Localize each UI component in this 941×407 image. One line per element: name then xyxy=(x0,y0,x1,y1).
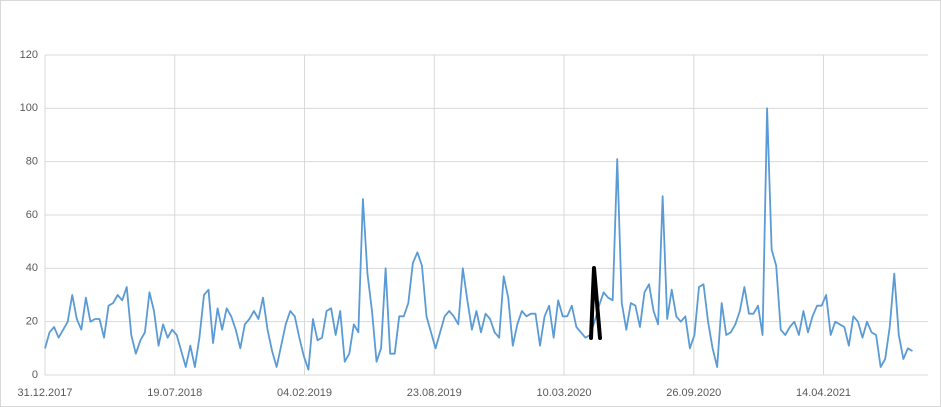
plot-area: 0 20 40 60 80 100 120 31.12.2017 19.07.2018 04.02… xyxy=(17,49,928,399)
data-line xyxy=(44,107,913,371)
x-tick-label: 04.02.2019 xyxy=(277,387,332,399)
y-tick-label: 40 xyxy=(26,262,38,274)
x-tick-label: 19.07.2018 xyxy=(147,387,202,399)
x-tick-label: 26.09.2020 xyxy=(666,387,721,399)
x-tick-label: 31.12.2017 xyxy=(17,387,72,399)
y-tick-label: 60 xyxy=(26,209,38,221)
x-tick-label: 14.04.2021 xyxy=(796,387,851,399)
y-tick-label: 100 xyxy=(20,102,38,114)
y-tick-label: 20 xyxy=(26,316,38,328)
x-tick-label: 10.03.2020 xyxy=(536,387,591,399)
hand-drawn-mark xyxy=(589,266,602,340)
x-tick-label: 23.08.2019 xyxy=(407,387,462,399)
y-tick-label: 0 xyxy=(32,369,38,381)
y-tick-label: 120 xyxy=(20,49,38,61)
y-tick-label: 80 xyxy=(26,156,38,168)
